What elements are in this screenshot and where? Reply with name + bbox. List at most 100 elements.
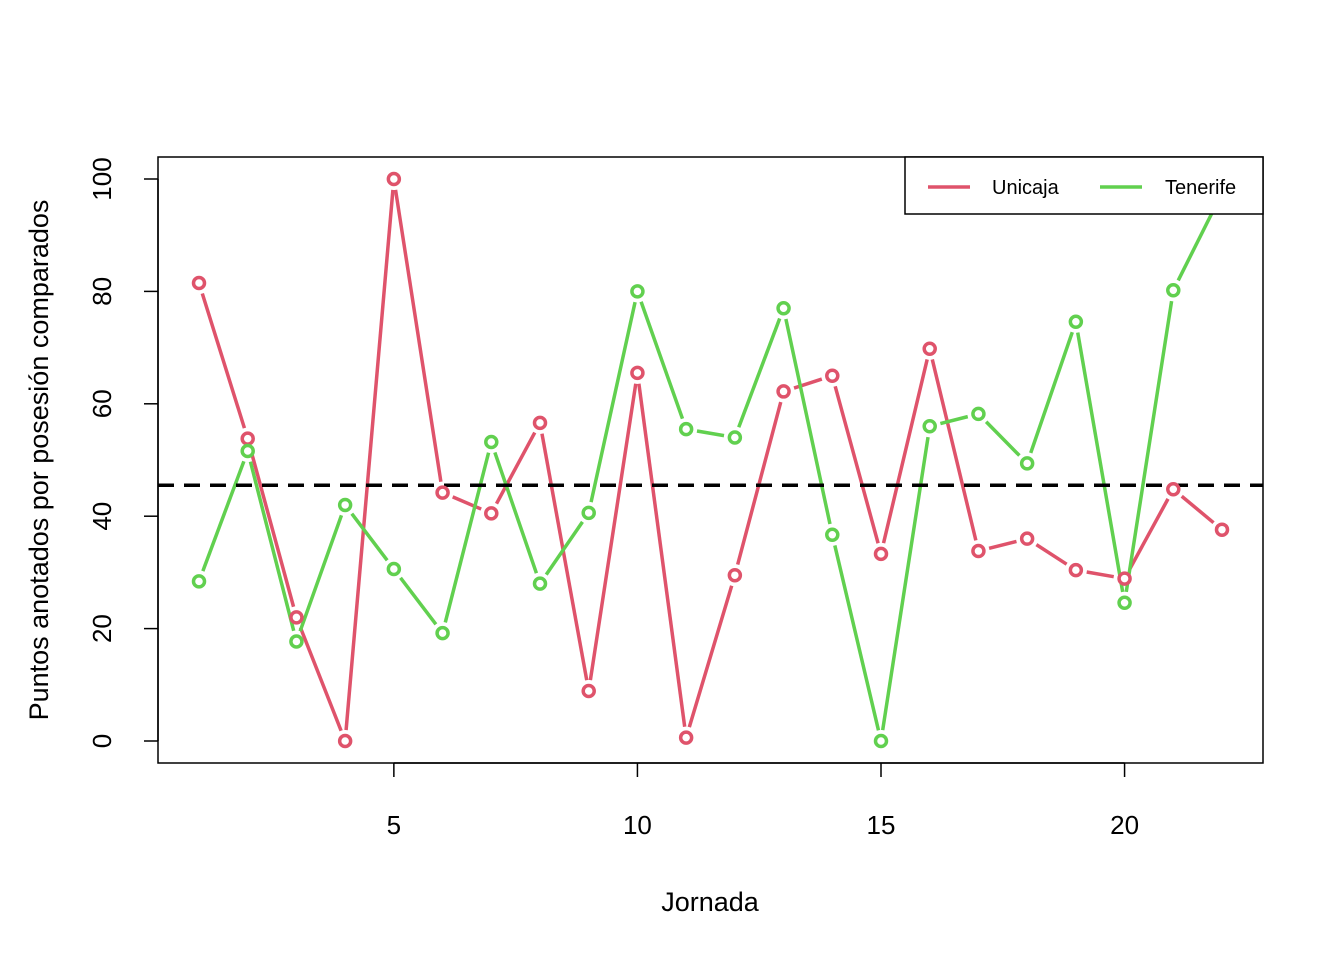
series-segment-tenerife xyxy=(248,461,296,632)
y-tick-label: 100 xyxy=(87,157,117,200)
data-point-unicaja xyxy=(727,567,743,583)
data-point-tenerife xyxy=(484,434,499,450)
data-point-tenerife xyxy=(776,301,791,316)
series-segment-unicaja xyxy=(200,292,247,429)
series-segment-tenerife xyxy=(833,545,881,731)
data-point-tenerife xyxy=(289,634,304,649)
series-segment-unicaja xyxy=(637,383,687,727)
x-axis-title: Jornada xyxy=(661,887,760,917)
data-point-unicaja xyxy=(1117,571,1132,586)
y-axis: 0 20 40 60 80 100 xyxy=(87,157,159,748)
data-point-tenerife xyxy=(240,443,255,459)
series-segment-unicaja xyxy=(494,431,537,505)
y-axis-title: Puntos anotados por posesión comparados xyxy=(24,200,54,721)
data-point-tenerife xyxy=(1068,314,1084,329)
data-point-unicaja xyxy=(971,543,986,559)
series-segment-tenerife xyxy=(696,429,725,438)
data-point-unicaja xyxy=(678,730,694,745)
data-point-unicaja xyxy=(289,610,304,625)
x-axis: 5 10 15 20 xyxy=(387,762,1139,840)
series-segment-unicaja xyxy=(588,383,638,681)
series-segment-tenerife xyxy=(443,452,491,623)
series-segment-unicaja xyxy=(298,626,343,732)
data-point-unicaja xyxy=(386,171,402,187)
series-segment-tenerife xyxy=(737,317,782,428)
series-segment-unicaja xyxy=(833,385,880,544)
data-point-tenerife xyxy=(1117,595,1132,610)
series-segment-unicaja xyxy=(1128,498,1170,570)
data-point-unicaja xyxy=(1019,531,1035,546)
series-segment-tenerife xyxy=(298,514,344,632)
x-tick-label: 5 xyxy=(387,810,401,840)
data-point-unicaja xyxy=(825,368,840,383)
data-point-unicaja xyxy=(435,485,450,500)
series-segment-tenerife xyxy=(784,318,832,525)
x-tick-label: 20 xyxy=(1110,810,1139,840)
data-point-unicaja xyxy=(484,506,499,521)
y-tick-label: 0 xyxy=(87,734,117,748)
series-segment-tenerife xyxy=(350,512,389,562)
series-segment-unicaja xyxy=(881,359,929,544)
data-point-tenerife xyxy=(386,561,402,577)
data-point-unicaja xyxy=(1068,562,1084,578)
series-segment-unicaja xyxy=(248,448,296,608)
x-tick-label: 10 xyxy=(623,810,652,840)
data-point-unicaja xyxy=(1214,522,1230,537)
legend: Unicaja Tenerife xyxy=(904,156,1264,215)
data-point-tenerife xyxy=(873,733,889,749)
series-unicaja xyxy=(200,189,1215,732)
series-segment-unicaja xyxy=(344,189,395,731)
y-tick-label: 40 xyxy=(87,502,117,531)
data-point-tenerife xyxy=(922,419,937,434)
series-segment-unicaja xyxy=(393,189,443,482)
data-point-tenerife xyxy=(630,284,645,299)
series-segment-unicaja xyxy=(687,585,734,728)
series-segment-tenerife xyxy=(399,576,438,626)
y-tick-label: 80 xyxy=(87,277,117,306)
data-point-tenerife xyxy=(1019,456,1035,471)
x-tick-label: 15 xyxy=(867,810,896,840)
data-point-unicaja xyxy=(581,683,596,699)
legend-label-unicaja: Unicaja xyxy=(992,177,1060,199)
series-segment-tenerife xyxy=(1124,300,1174,593)
data-point-tenerife xyxy=(435,625,450,641)
series-segment-unicaja xyxy=(1035,543,1068,566)
data-point-unicaja xyxy=(776,384,791,399)
data-point-unicaja xyxy=(240,431,255,446)
data-point-unicaja xyxy=(1166,481,1181,497)
data-point-tenerife xyxy=(825,527,840,542)
legend-label-tenerife: Tenerife xyxy=(1165,177,1236,199)
series-segment-tenerife xyxy=(1076,332,1125,593)
series-segment-tenerife xyxy=(589,301,637,503)
data-point-tenerife xyxy=(971,406,986,422)
data-point-unicaja xyxy=(337,733,353,749)
series-segment-tenerife xyxy=(639,301,685,420)
axes: 5 10 15 20 0 20 40 60 80 100 xyxy=(87,157,1139,840)
y-tick-label: 60 xyxy=(87,389,117,418)
data-point-tenerife xyxy=(532,576,548,591)
series-segment-tenerife xyxy=(201,460,246,572)
series-segment-tenerife xyxy=(1176,202,1219,282)
series-segment-tenerife xyxy=(1029,331,1074,454)
series-segment-tenerife xyxy=(544,520,584,576)
data-point-unicaja xyxy=(922,341,937,356)
data-point-unicaja xyxy=(873,546,889,562)
data-point-unicaja xyxy=(532,415,548,431)
series-segment-tenerife xyxy=(984,420,1021,457)
series-segment-unicaja xyxy=(735,401,783,566)
data-point-tenerife xyxy=(1166,283,1181,298)
series-segment-unicaja xyxy=(988,539,1017,551)
data-point-tenerife xyxy=(727,430,743,445)
series-segment-unicaja xyxy=(930,359,978,541)
data-point-tenerife xyxy=(191,574,207,589)
data-point-unicaja xyxy=(630,365,645,381)
series-segment-unicaja xyxy=(1086,570,1115,579)
data-point-unicaja xyxy=(191,275,207,291)
series-segment-tenerife xyxy=(939,414,969,426)
y-tick-label: 20 xyxy=(87,614,117,643)
series-segment-unicaja xyxy=(540,433,589,681)
data-point-tenerife xyxy=(581,505,596,521)
series-segment-unicaja xyxy=(1180,494,1215,525)
data-point-tenerife xyxy=(337,497,353,513)
